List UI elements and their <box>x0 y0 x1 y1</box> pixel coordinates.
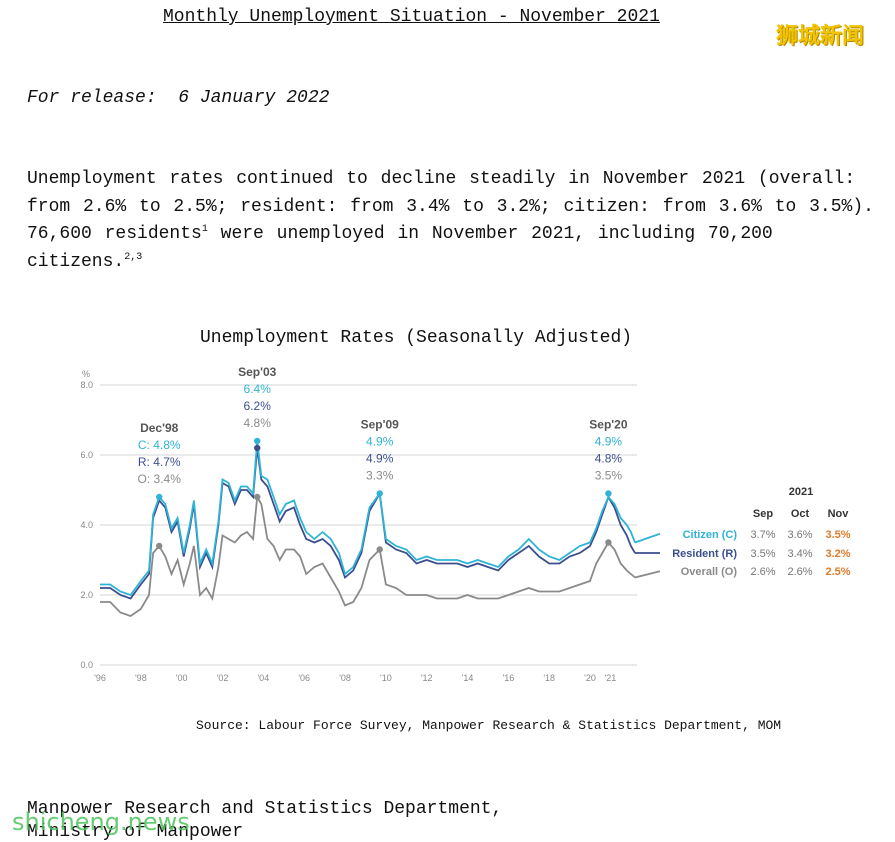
peak-value: 3.3% <box>366 469 394 483</box>
peak-marker <box>254 493 261 501</box>
x-tick-label: '21 <box>605 673 617 683</box>
peak-marker <box>605 539 612 546</box>
peak-value: C: 4.8% <box>138 438 181 452</box>
x-tick-label: '14 <box>462 673 474 683</box>
table-month: Oct <box>791 508 810 520</box>
table-month: Sep <box>753 508 773 520</box>
x-tick-label: '08 <box>339 673 351 683</box>
y-tick-label: 2.0 <box>80 590 93 600</box>
peak-value: R: 4.7% <box>138 455 181 469</box>
x-tick-label: '16 <box>502 673 514 683</box>
peak-value: 4.9% <box>366 435 394 449</box>
peak-label: Dec'98 <box>140 421 179 435</box>
series-legend-label: Resident (R) <box>672 548 737 560</box>
x-tick-label: '96 <box>94 673 106 683</box>
table-value: 2.6% <box>750 566 775 578</box>
footer-department: Manpower Research and Statistics Departm… <box>27 799 503 819</box>
summary-paragraph: Unemployment rates continued to decline … <box>27 166 877 276</box>
peak-marker <box>376 546 383 553</box>
table-value: 2.6% <box>787 566 812 578</box>
x-tick-label: '02 <box>217 673 229 683</box>
end-connector <box>634 532 661 544</box>
table-value: 3.4% <box>787 548 812 560</box>
x-tick-label: '00 <box>176 673 188 683</box>
x-tick-label: '10 <box>380 673 392 683</box>
paragraph-text-2: were unemployed in November 2021, includ… <box>27 224 773 272</box>
y-tick-label: 8.0 <box>80 380 93 390</box>
series-line-citizen <box>100 440 636 597</box>
peak-label: Sep'03 <box>238 365 277 379</box>
footnote-1: 1 <box>201 224 208 235</box>
peak-value: 3.5% <box>595 469 623 483</box>
watermark-bottom: shicheng.news <box>12 808 190 836</box>
peak-value: 4.9% <box>366 452 394 466</box>
series-legend-label: Citizen (C) <box>683 529 738 541</box>
peak-value: 6.2% <box>244 399 272 413</box>
peak-marker <box>156 542 163 550</box>
x-tick-label: '20 <box>584 673 596 683</box>
peak-marker <box>376 490 383 497</box>
x-tick-label: '04 <box>257 673 269 683</box>
peak-label: Sep'09 <box>361 418 400 432</box>
y-tick-label: 6.0 <box>80 450 93 460</box>
peak-value: O: 3.4% <box>138 472 182 486</box>
table-value: 3.6% <box>787 529 812 541</box>
source-note: Source: Labour Force Survey, Manpower Re… <box>196 718 782 733</box>
table-value: 3.5% <box>750 548 775 560</box>
peak-value: 4.8% <box>595 452 623 466</box>
series-line-overall <box>100 494 636 617</box>
peak-marker <box>254 437 261 445</box>
table-value: 3.5% <box>825 529 850 541</box>
y-tick-label: 0.0 <box>80 660 93 670</box>
table-value: 3.7% <box>750 529 775 541</box>
x-tick-label: '12 <box>421 673 433 683</box>
series-legend-label: Overall (O) <box>681 566 738 578</box>
x-tick-label: '06 <box>298 673 310 683</box>
peak-marker <box>605 490 612 497</box>
peak-value: 6.4% <box>244 382 272 396</box>
table-year: 2021 <box>789 486 813 498</box>
x-tick-label: '18 <box>543 673 555 683</box>
y-axis-unit: % <box>82 369 90 379</box>
peak-value: 4.8% <box>244 416 272 430</box>
peak-value: 4.9% <box>595 435 623 449</box>
unemployment-chart: 0.0 2.0 4.0 6.0 8.0% '96 '98 '00 '02 '04 '06 '08 '10… <box>80 365 850 683</box>
paragraph-text-1: Unemployment rates continued to decline … <box>27 169 874 244</box>
peak-label: Sep'20 <box>589 418 628 432</box>
document-title: Monthly Unemployment Situation - Novembe… <box>163 7 660 27</box>
watermark-top: 狮城新闻 <box>776 24 865 49</box>
footnote-2-3: 2,3 <box>124 251 143 263</box>
table-value: 2.5% <box>825 566 850 578</box>
y-tick-label: 4.0 <box>80 520 93 530</box>
chart-title: Unemployment Rates (Seasonally Adjusted) <box>200 328 633 348</box>
peak-marker <box>254 444 261 452</box>
x-tick-label: '98 <box>135 673 147 683</box>
release-date: For release: 6 January 2022 <box>27 88 330 108</box>
peak-marker <box>156 493 163 501</box>
end-connector <box>634 570 661 579</box>
footer-ministry: Ministry of Manpower <box>27 822 244 842</box>
table-month: Nov <box>828 508 850 520</box>
table-value: 3.2% <box>825 548 850 560</box>
